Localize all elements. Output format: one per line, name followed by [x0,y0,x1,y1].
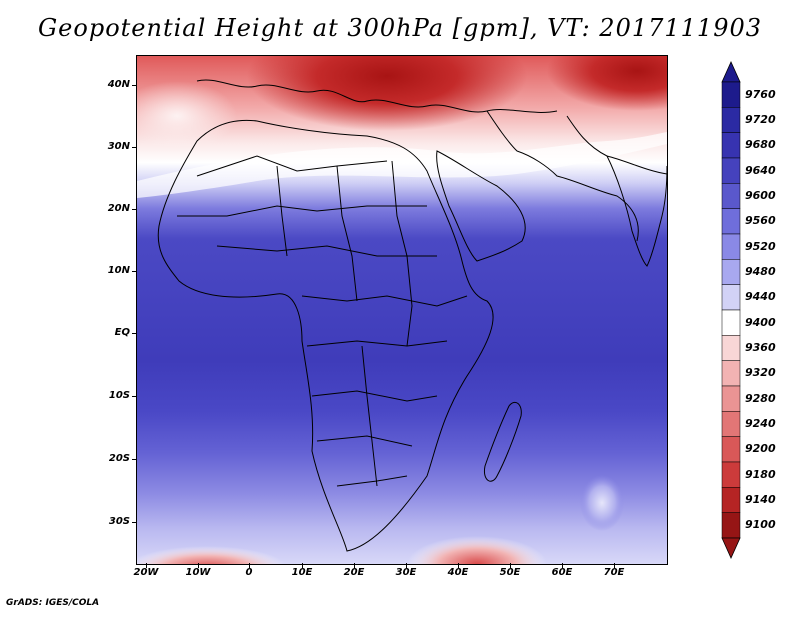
high-height-blob [580,475,624,531]
low-height-core-south [407,536,547,564]
lon-tick [614,563,615,568]
colorbar-label: 9720 [745,113,776,126]
colorbar-segment [721,284,741,311]
colorbar-label: 9600 [745,189,776,202]
low-height-core-southwest [137,546,286,564]
colorbar-label: 9240 [745,417,776,430]
height-field [137,56,667,564]
lat-label-30n: 30N [107,141,130,152]
colorbar-segment [721,157,741,184]
low-height-core-asia [547,56,667,111]
colorbar-segment [721,309,741,336]
lat-tick [132,209,137,210]
lon-tick [510,563,511,568]
colorbar-label: 9560 [745,214,776,228]
colorbar-label: 9440 [745,290,776,304]
lat-label-40n: 40N [107,79,130,90]
lat-tick [132,333,137,334]
colorbar [721,61,741,559]
lon-label-60e: 60E [551,567,573,578]
transition-band [137,132,667,198]
colorbar-segment [721,512,741,539]
colorbar-segment [721,259,741,285]
colorbar-label: 9520 [745,239,776,253]
colorbar-label: 9640 [745,163,776,177]
lon-label-20w: 20W [133,567,159,578]
colorbar-segment [721,461,741,488]
colorbar-segment [721,107,741,133]
colorbar-label: 9400 [745,315,776,329]
colorbar-segment [721,183,741,209]
map-frame [136,55,668,565]
colorbar-segment [721,81,741,108]
lon-tick [302,563,303,568]
colorbar-label: 9280 [745,391,776,405]
colorbar-segment [721,487,741,513]
lat-tick [132,271,137,272]
pale-area-atlantic [137,81,237,151]
colorbar-label: 9180 [745,467,776,481]
lat-tick [132,147,137,148]
lon-tick [458,563,459,568]
colorbar-top-arrow [721,61,741,83]
lat-label-10n: 10N [107,265,130,276]
colorbar-label: 9760 [745,87,776,101]
colorbar-label: 9140 [745,493,776,506]
lon-label-50e: 50E [499,567,521,578]
lon-label-40e: 40E [447,567,469,578]
lon-label-10w: 10W [185,567,211,578]
lat-tick [132,396,137,397]
lat-label-20n: 20N [107,203,130,214]
lat-label-30s: 30S [108,516,130,527]
colorbar-label: 9320 [745,366,776,380]
colorbar-label: 9680 [745,138,776,152]
lon-tick [249,563,250,568]
colorbar-label: 9200 [745,442,776,456]
credit-text: GrADS: IGES/COLA [6,598,100,608]
colorbar-segment [721,385,741,412]
colorbar-label: 9480 [745,265,776,278]
colorbar-label: 9360 [745,341,776,354]
low-height-core-mediterranean [247,56,527,131]
lat-tick [132,85,137,86]
colorbar-segment [721,411,741,437]
colorbar-segment [721,208,741,235]
lon-label-20e: 20E [343,567,365,578]
colorbar-segment [721,233,741,260]
lon-label-30e: 30E [395,567,417,578]
colorbar-segment [721,335,741,361]
lon-label-70e: 70E [603,567,625,578]
lon-label-10e: 10E [291,567,313,578]
lat-label-eq: EQ [114,327,130,338]
lat-tick [132,522,137,523]
lat-label-20s: 20S [108,453,130,464]
lon-tick [562,563,563,568]
lon-tick [198,563,199,568]
map-title: Geopotential Height at 300hPa [gpm], VT:… [38,14,762,42]
colorbar-segment [721,132,741,159]
lat-tick [132,459,137,460]
lon-tick [146,563,147,568]
lon-tick [354,563,355,568]
geopotential-map [137,56,667,564]
colorbar-bottom-arrow [721,537,741,559]
lon-tick [406,563,407,568]
colorbar-segment [721,436,741,463]
colorbar-segment [721,360,741,387]
coastlines [157,79,667,552]
colorbar-label: 9100 [745,518,776,532]
lat-label-10s: 10S [108,390,130,401]
lon-label-0: 0 [245,567,253,578]
